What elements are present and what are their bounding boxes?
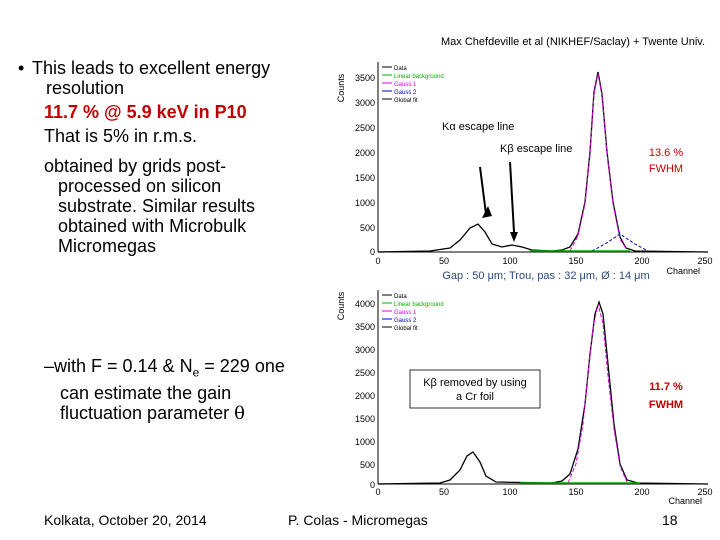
footer-title: P. Colas - Micromegas: [288, 512, 428, 528]
top-ytick: 2500: [355, 123, 375, 133]
obtained-line1: obtained by grids post-: [44, 156, 227, 176]
sub-bullet-line3: fluctuation parameter: [60, 402, 230, 423]
bottom-xticks: 0 50 100 150 200 250: [375, 487, 712, 497]
bottom-spectrum-plot: Counts 4000 3500 3000 2500 2000 1500 100…: [330, 284, 715, 506]
legend-data: Data: [394, 66, 407, 72]
arrow-kbeta-head: [510, 232, 518, 242]
obtained-line3: substrate. Similar results: [58, 196, 256, 216]
bottom-xtick: 50: [439, 487, 449, 497]
legend-gauss2: Gauss 2: [394, 318, 417, 324]
bottom-xlabel: Channel: [668, 496, 702, 506]
bottom-xtick: 250: [697, 487, 712, 497]
bottom-ytick: 500: [360, 460, 375, 470]
kbeta-removed-line2: a Cr foil: [456, 391, 494, 403]
top-annotation-kbeta: Kβ escape line: [500, 143, 572, 155]
top-fwhm-value: 13.6 %: [649, 147, 683, 159]
kbeta-removed-line1: Kβ removed by using: [423, 377, 527, 389]
bottom-xtick: 150: [568, 487, 583, 497]
top-ytick: 2000: [355, 148, 375, 158]
bottom-ytick: 0: [370, 480, 375, 490]
top-legend: Data Linear background Gauss 1 Gauss 2 G…: [382, 66, 444, 104]
bottom-ytick: 2500: [355, 368, 375, 378]
top-ylabel: Counts: [336, 73, 346, 102]
top-xtick: 150: [568, 256, 583, 266]
top-xtick: 100: [502, 256, 517, 266]
top-ytick: 1500: [355, 173, 375, 183]
sub-bullet-subscript: e: [192, 365, 200, 380]
sub-bullet-line1a: with F = 0.14 & N: [54, 356, 193, 376]
legend-linear-bg: Linear background: [394, 302, 444, 308]
bottom-data-curve: [377, 299, 709, 485]
footer-date: Kolkata, October 20, 2014: [44, 512, 207, 528]
bottom-ytick: 4000: [355, 299, 375, 309]
bullet-dot: •: [18, 58, 25, 78]
obtained-line2: processed on silicon: [58, 176, 222, 196]
legend-linear-bg: Linear background: [394, 74, 444, 80]
top-data-curve: [377, 71, 709, 253]
top-ytick: 1000: [355, 198, 375, 208]
rms-line: That is 5% in r.m.s.: [44, 126, 198, 146]
bottom-ytick: 1000: [355, 437, 375, 447]
bottom-ytick: 3500: [355, 322, 375, 332]
bottom-xtick: 100: [502, 487, 517, 497]
top-xtick: 250: [697, 256, 712, 266]
legend-data: Data: [394, 294, 407, 300]
legend-global: Global fit: [394, 98, 418, 104]
top-gauss1-curve: [569, 73, 628, 252]
top-xtick: 0: [375, 256, 380, 266]
legend-gauss1: Gauss 1: [394, 82, 417, 88]
top-ytick: 3000: [355, 98, 375, 108]
top-ytick: 3500: [355, 73, 375, 83]
top-caption: Gap : 50 μm; Trou, pas : 32 μm, Ø : 14 μ…: [442, 270, 649, 282]
bottom-fwhm-value: 11.7 %: [649, 381, 683, 393]
bottom-xtick: 0: [375, 487, 380, 497]
resolution-highlight: 11.7 % @ 5.9 keV in P10: [44, 102, 247, 122]
bullet-text-line1: This leads to excellent energy: [32, 58, 271, 78]
top-gauss2-curve: [591, 233, 649, 252]
top-ytick: 500: [360, 223, 375, 233]
top-xtick: 200: [634, 256, 649, 266]
bottom-ytick: 3000: [355, 345, 375, 355]
sub-bullet: –with F = 0.14 & Ne = 229 one can estima…: [44, 356, 344, 424]
arrow-kbeta: [509, 161, 515, 233]
top-annotation-kalpha: Kα escape line: [442, 121, 514, 133]
top-spectrum-plot: Counts 3500 3000 2500 2000 1500 1000 500…: [330, 52, 715, 284]
bottom-yticks: 4000 3500 3000 2500 2000 1500 1000 500 0: [355, 299, 375, 490]
legend-gauss2: Gauss 2: [394, 90, 417, 96]
legend-global: Global fit: [394, 326, 418, 332]
bottom-ytick: 1500: [355, 414, 375, 424]
kbeta-removed-box: [409, 369, 541, 409]
top-ytick: 0: [370, 247, 375, 257]
credit-line: Max Chefdeville et al (NIKHEF/Saclay) + …: [441, 36, 705, 48]
arrow-kalpha-head: [482, 206, 492, 218]
legend-gauss1: Gauss 1: [394, 310, 417, 316]
bottom-legend: Data Linear background Gauss 1 Gauss 2 G…: [382, 294, 444, 332]
footer-page-number: 18: [662, 512, 678, 528]
sub-bullet-dash: –: [44, 356, 55, 376]
bottom-ylabel: Counts: [336, 291, 346, 320]
bottom-fwhm-label: FWHM: [649, 399, 683, 411]
sub-bullet-line2: can estimate the gain: [60, 382, 232, 403]
theta-symbol: θ: [234, 402, 245, 424]
top-xticks: 0 50 100 150 200 250: [375, 256, 712, 266]
obtained-line5: Micromegas: [58, 236, 157, 256]
top-yticks: 3500 3000 2500 2000 1500 1000 500 0: [355, 73, 375, 257]
bottom-xtick: 200: [634, 487, 649, 497]
top-xtick: 50: [439, 256, 449, 266]
obtained-line4: obtained with Microbulk: [58, 216, 247, 236]
arrow-kalpha: [479, 166, 487, 215]
bottom-ytick: 2000: [355, 391, 375, 401]
bullet-text-line2: resolution: [46, 78, 125, 98]
top-xlabel: Channel: [666, 266, 700, 276]
main-bullet: • This leads to excellent energy resolut…: [18, 58, 323, 256]
bottom-gauss1-curve: [567, 303, 628, 484]
sub-bullet-line1b: = 229 one: [199, 356, 285, 376]
top-fwhm-label: FWHM: [649, 163, 683, 175]
